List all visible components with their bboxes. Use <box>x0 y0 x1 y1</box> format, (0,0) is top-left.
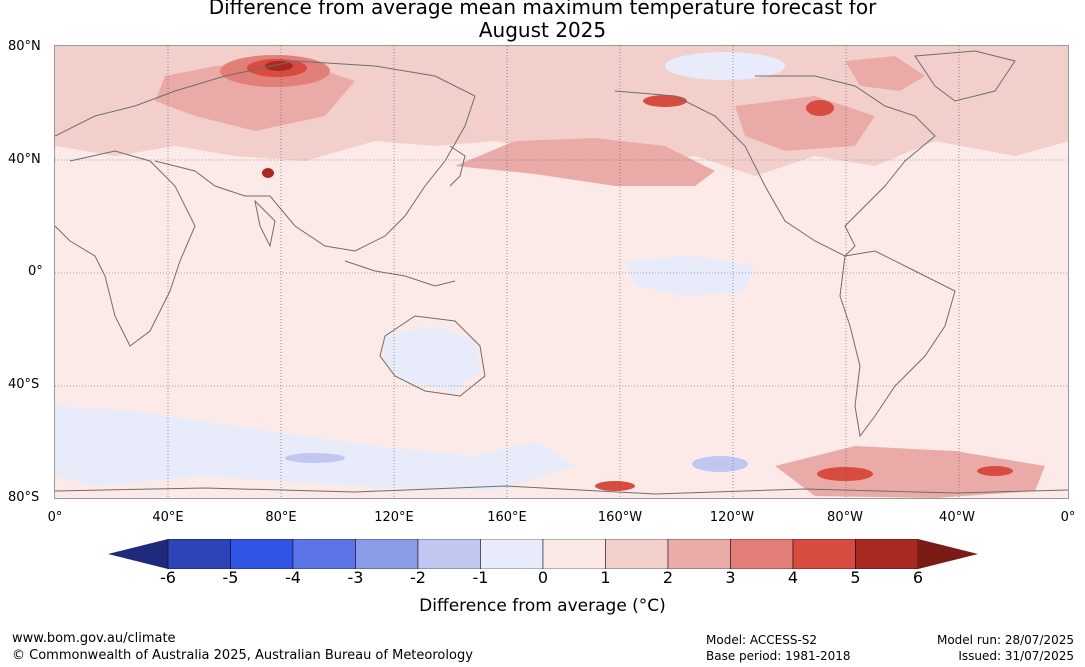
hotspot-south-atlantic-4to5 <box>817 467 873 481</box>
hotspot-alaska-4to5 <box>643 95 687 107</box>
anomaly-zone-southern-ocean-neg-1to2 <box>285 453 345 463</box>
lat-label-80s: 80°S <box>8 490 40 505</box>
anomaly-zone-south-pacific-neg-1to2 <box>692 456 748 472</box>
footer-issued: Issued: 31/07/2025 <box>958 649 1074 663</box>
colorbar-bin-11 <box>792 538 856 570</box>
title-line-2: August 2025 <box>478 18 607 42</box>
colorbar-tick-label: 6 <box>912 568 924 587</box>
map-title: Difference from average mean maximum tem… <box>0 0 1085 42</box>
title-line-1: Difference from average mean maximum tem… <box>208 0 877 19</box>
colorbar-extend-high <box>918 539 978 569</box>
anomaly-zone-namerica-2to3 <box>735 96 875 151</box>
colorbar-tick-label: -3 <box>347 568 364 587</box>
hotspot-south-atlantic-4to5-east <box>977 466 1013 476</box>
lon-label-120w: 120°W <box>709 510 755 525</box>
coast-india <box>254 199 276 248</box>
anomaly-zone-epacific-neg <box>625 256 755 296</box>
anomaly-zone-arctic-neg <box>665 52 785 80</box>
coast-africa <box>55 150 196 347</box>
lon-label-160w: 160°W <box>597 510 643 525</box>
footer-model: Model: ACCESS-S2 <box>706 633 818 647</box>
forecast-map <box>54 45 1069 499</box>
colorbar-tick-label: -1 <box>472 568 489 587</box>
coast-eurasia <box>55 60 476 252</box>
lon-label-40e: 40°E <box>152 510 184 525</box>
lon-label-40w: 40°W <box>939 510 975 525</box>
colorbar-bin-12 <box>855 538 919 570</box>
colorbar <box>108 538 978 570</box>
coast-north-america <box>614 75 936 257</box>
colorbar-tick-label: 0 <box>537 568 549 587</box>
anomaly-zone-greenland-2to3 <box>845 56 925 91</box>
hotspot-south-pacific-4to5 <box>595 481 635 491</box>
colorbar-bin-10 <box>730 538 794 570</box>
colorbar-tick-label: -4 <box>285 568 301 587</box>
lon-label-160e: 160°E <box>487 510 527 525</box>
colorbar-bin-7 <box>542 538 606 570</box>
coast-antarctica <box>55 485 1068 495</box>
coast-indonesia <box>344 260 456 287</box>
lon-label-120e: 120°E <box>374 510 414 525</box>
colorbar-bin-5 <box>417 538 481 570</box>
colorbar-bin-3 <box>292 538 356 570</box>
colorbar-tick-label: -2 <box>410 568 426 587</box>
colorbar-tick-label: 1 <box>600 568 611 587</box>
graticule <box>55 46 1068 498</box>
colorbar-extend-low <box>108 539 168 569</box>
lat-label-80n: 80°N <box>8 39 41 54</box>
anomaly-zone-npacific-2to3 <box>455 138 715 186</box>
hotspot-siberia-5to6 <box>265 61 293 71</box>
colorbar-tick-label: -6 <box>160 568 176 587</box>
colorbar-bin-8 <box>605 538 669 570</box>
anomaly-zone-south-atlantic-2to3 <box>775 446 1045 498</box>
colorbar-bin-6 <box>480 538 544 570</box>
footer-url[interactable]: www.bom.gov.au/climate <box>12 631 176 646</box>
colorbar-svg <box>108 538 978 570</box>
colorbar-bin-9 <box>667 538 731 570</box>
coast-south-america <box>839 250 956 438</box>
lon-label-80e: 80°E <box>265 510 297 525</box>
colorbar-bin-1 <box>167 538 231 570</box>
colorbar-tick-label: 3 <box>725 568 736 587</box>
anomaly-zone-australia-neg <box>385 326 480 391</box>
lon-label-0: 0° <box>47 510 63 525</box>
map-canvas <box>55 46 1068 498</box>
colorbar-tick-label: 5 <box>850 568 861 587</box>
lat-label-40s: 40°S <box>8 377 40 392</box>
hotspot-canada-4to5 <box>806 100 834 116</box>
colorbar-label: Difference from average (°C) <box>419 596 666 616</box>
hotspot-central-asia-5to6 <box>262 168 274 178</box>
footer-model-run: Model run: 28/07/2025 <box>936 633 1074 647</box>
lat-label-equator: 0° <box>28 264 43 279</box>
lat-label-40n: 40°N <box>8 152 41 167</box>
colorbar-bin-2 <box>230 538 294 570</box>
colorbar-tick-label: 2 <box>662 568 674 587</box>
footer-base-period: Base period: 1981-2018 <box>706 649 851 663</box>
colorbar-bin-4 <box>355 538 419 570</box>
anomaly-zone-southern-ocean-neg <box>55 406 575 491</box>
lon-label-0-right: 0° <box>1060 510 1076 525</box>
coast-japan <box>449 145 466 187</box>
coastlines <box>55 50 1068 495</box>
lon-label-80w: 80°W <box>827 510 863 525</box>
colorbar-tick-label: -5 <box>222 568 239 587</box>
footer-copyright: © Commonwealth of Australia 2025, Austra… <box>12 648 473 663</box>
colorbar-tick-label: 4 <box>787 568 799 587</box>
coast-greenland <box>914 50 1016 102</box>
